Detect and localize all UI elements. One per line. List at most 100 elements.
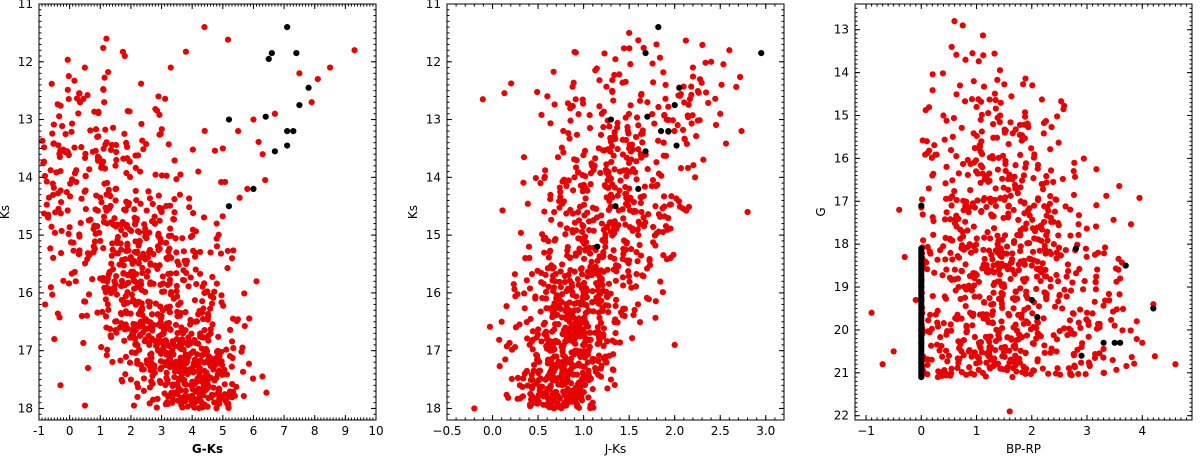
data-point bbox=[722, 140, 730, 147]
data-point bbox=[560, 176, 568, 183]
data-point bbox=[143, 232, 150, 239]
data-point bbox=[523, 368, 530, 375]
data-point bbox=[657, 278, 664, 285]
data-point bbox=[592, 155, 599, 162]
data-point bbox=[660, 139, 667, 146]
data-point bbox=[978, 207, 985, 215]
data-point bbox=[939, 272, 946, 279]
data-point bbox=[157, 235, 164, 242]
data-point bbox=[107, 146, 115, 154]
data-point bbox=[552, 388, 559, 395]
data-point bbox=[546, 248, 553, 256]
data-point bbox=[990, 134, 997, 141]
data-point bbox=[1066, 317, 1074, 324]
data-point bbox=[718, 81, 725, 88]
data-point bbox=[132, 341, 139, 348]
data-point bbox=[572, 164, 580, 171]
data-point bbox=[1033, 335, 1040, 342]
data-point bbox=[66, 224, 73, 231]
data-point bbox=[153, 341, 160, 349]
data-point bbox=[966, 364, 973, 371]
data-point bbox=[70, 239, 77, 246]
data-point bbox=[674, 122, 681, 129]
data-point bbox=[1016, 121, 1024, 129]
data-point bbox=[233, 317, 240, 325]
data-point bbox=[536, 388, 544, 395]
data-point bbox=[925, 317, 932, 324]
data-point bbox=[980, 246, 987, 253]
data-point bbox=[966, 347, 973, 354]
data-point bbox=[999, 175, 1006, 182]
data-point bbox=[68, 120, 76, 127]
data-point bbox=[82, 150, 89, 157]
data-point bbox=[1031, 235, 1038, 242]
data-point bbox=[879, 361, 886, 368]
data-point bbox=[1008, 93, 1015, 100]
data-point bbox=[81, 188, 88, 195]
data-point bbox=[118, 246, 125, 253]
x-tick-label: 0 bbox=[66, 424, 74, 438]
data-point bbox=[1063, 273, 1070, 280]
x-tick-label: 9 bbox=[342, 424, 350, 438]
data-point bbox=[609, 76, 616, 84]
y-tick-label: 17 bbox=[18, 344, 33, 358]
data-point bbox=[1007, 356, 1014, 363]
data-point bbox=[167, 64, 174, 71]
data-point bbox=[236, 194, 243, 201]
data-point bbox=[1106, 297, 1113, 304]
data-point bbox=[1018, 137, 1025, 144]
data-point bbox=[612, 339, 619, 346]
data-point bbox=[511, 286, 518, 293]
data-point bbox=[223, 399, 230, 407]
data-point bbox=[186, 393, 193, 400]
data-point bbox=[652, 203, 659, 210]
data-point bbox=[113, 250, 120, 257]
data-point bbox=[142, 336, 149, 343]
data-point bbox=[973, 168, 980, 175]
data-point bbox=[148, 378, 155, 385]
data-point bbox=[213, 235, 220, 242]
data-point bbox=[95, 108, 102, 115]
data-point bbox=[180, 346, 187, 353]
data-point bbox=[84, 92, 91, 99]
data-point bbox=[64, 207, 71, 214]
data-point bbox=[169, 340, 177, 347]
data-point bbox=[577, 299, 584, 306]
highlight-point bbox=[635, 185, 642, 192]
data-point bbox=[107, 193, 114, 200]
data-point bbox=[171, 209, 178, 216]
y-tick-label: 16 bbox=[18, 286, 33, 300]
data-point bbox=[1015, 216, 1022, 224]
data-point bbox=[1017, 198, 1024, 205]
data-point bbox=[137, 168, 144, 175]
data-point bbox=[629, 227, 636, 234]
data-point bbox=[597, 131, 605, 138]
data-point bbox=[558, 291, 566, 298]
data-point bbox=[76, 90, 83, 97]
data-point bbox=[538, 231, 546, 238]
highlight-point bbox=[284, 24, 291, 31]
data-point bbox=[927, 250, 934, 257]
data-point bbox=[217, 250, 225, 257]
data-point bbox=[1056, 292, 1063, 299]
data-point bbox=[964, 156, 971, 164]
data-point bbox=[1085, 321, 1092, 328]
data-point bbox=[612, 329, 619, 337]
data-point bbox=[147, 319, 154, 326]
data-point bbox=[995, 266, 1002, 273]
data-point bbox=[974, 353, 981, 361]
data-point bbox=[199, 298, 206, 305]
x-tick-label: −1 bbox=[857, 424, 875, 438]
data-point bbox=[559, 261, 566, 268]
data-point bbox=[520, 154, 528, 161]
data-point bbox=[118, 221, 125, 228]
data-point bbox=[1085, 333, 1092, 340]
highlight-point bbox=[671, 102, 678, 109]
data-point bbox=[198, 309, 206, 316]
data-point bbox=[182, 48, 189, 55]
data-point bbox=[589, 266, 596, 273]
highlight-point bbox=[642, 50, 649, 57]
data-point bbox=[550, 68, 557, 75]
data-point bbox=[530, 367, 537, 374]
data-point bbox=[89, 148, 96, 155]
